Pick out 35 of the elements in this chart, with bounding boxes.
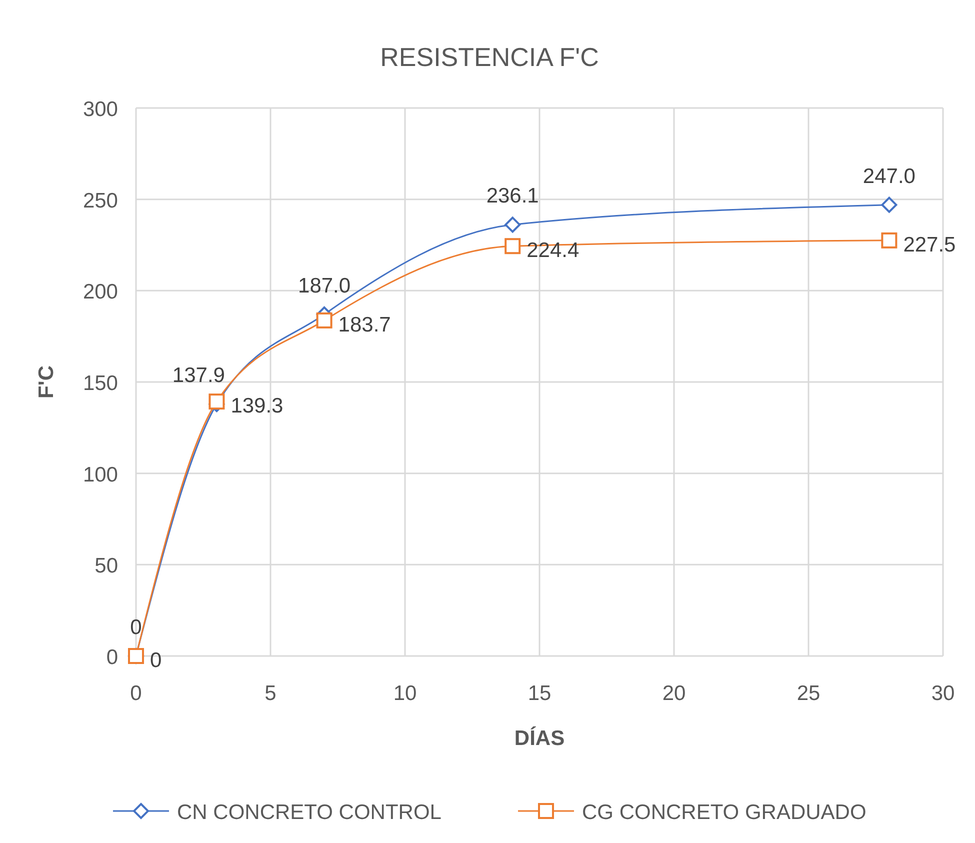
y-tick-label: 0 <box>106 646 118 669</box>
x-axis-title: DÍAS <box>514 726 565 750</box>
legend-label: CG CONCRETO GRADUADO <box>582 801 866 824</box>
data-label: 137.9 <box>172 364 225 388</box>
y-tick-label: 200 <box>82 280 118 304</box>
x-tick-label: 10 <box>393 682 417 705</box>
x-tick-label: 15 <box>528 682 552 705</box>
data-label: 139.3 <box>230 394 284 418</box>
point <box>504 216 521 233</box>
x-tick-label: 30 <box>931 682 955 705</box>
y-axis-title: F'C <box>35 366 58 398</box>
x-tick-label: 0 <box>130 682 142 705</box>
y-tick-label: 100 <box>82 463 118 486</box>
data-label: 247.0 <box>862 164 916 188</box>
y-tick-label: 300 <box>82 98 118 121</box>
x-tick-label: 20 <box>662 682 686 705</box>
point <box>881 232 898 248</box>
x-tick-label: 25 <box>796 682 820 705</box>
legend-label: CN CONCRETO CONTROL <box>177 801 442 824</box>
x-tick-label: 5 <box>264 682 276 705</box>
data-label: 187.0 <box>298 274 351 298</box>
y-tick-label: 250 <box>82 189 118 212</box>
data-label: 227.5 <box>903 233 956 256</box>
y-tick-label: 50 <box>94 554 118 578</box>
data-label: 183.7 <box>338 313 391 336</box>
point <box>504 238 521 254</box>
data-label: 0 <box>130 616 142 639</box>
data-label: 224.4 <box>526 239 580 262</box>
chart-title: RESISTENCIA F'C <box>380 42 599 72</box>
data-label: 236.1 <box>486 184 539 208</box>
data-label: 0 <box>150 649 162 672</box>
point <box>881 196 898 213</box>
point <box>208 394 225 410</box>
y-tick-label: 150 <box>82 372 118 395</box>
point <box>316 312 332 328</box>
